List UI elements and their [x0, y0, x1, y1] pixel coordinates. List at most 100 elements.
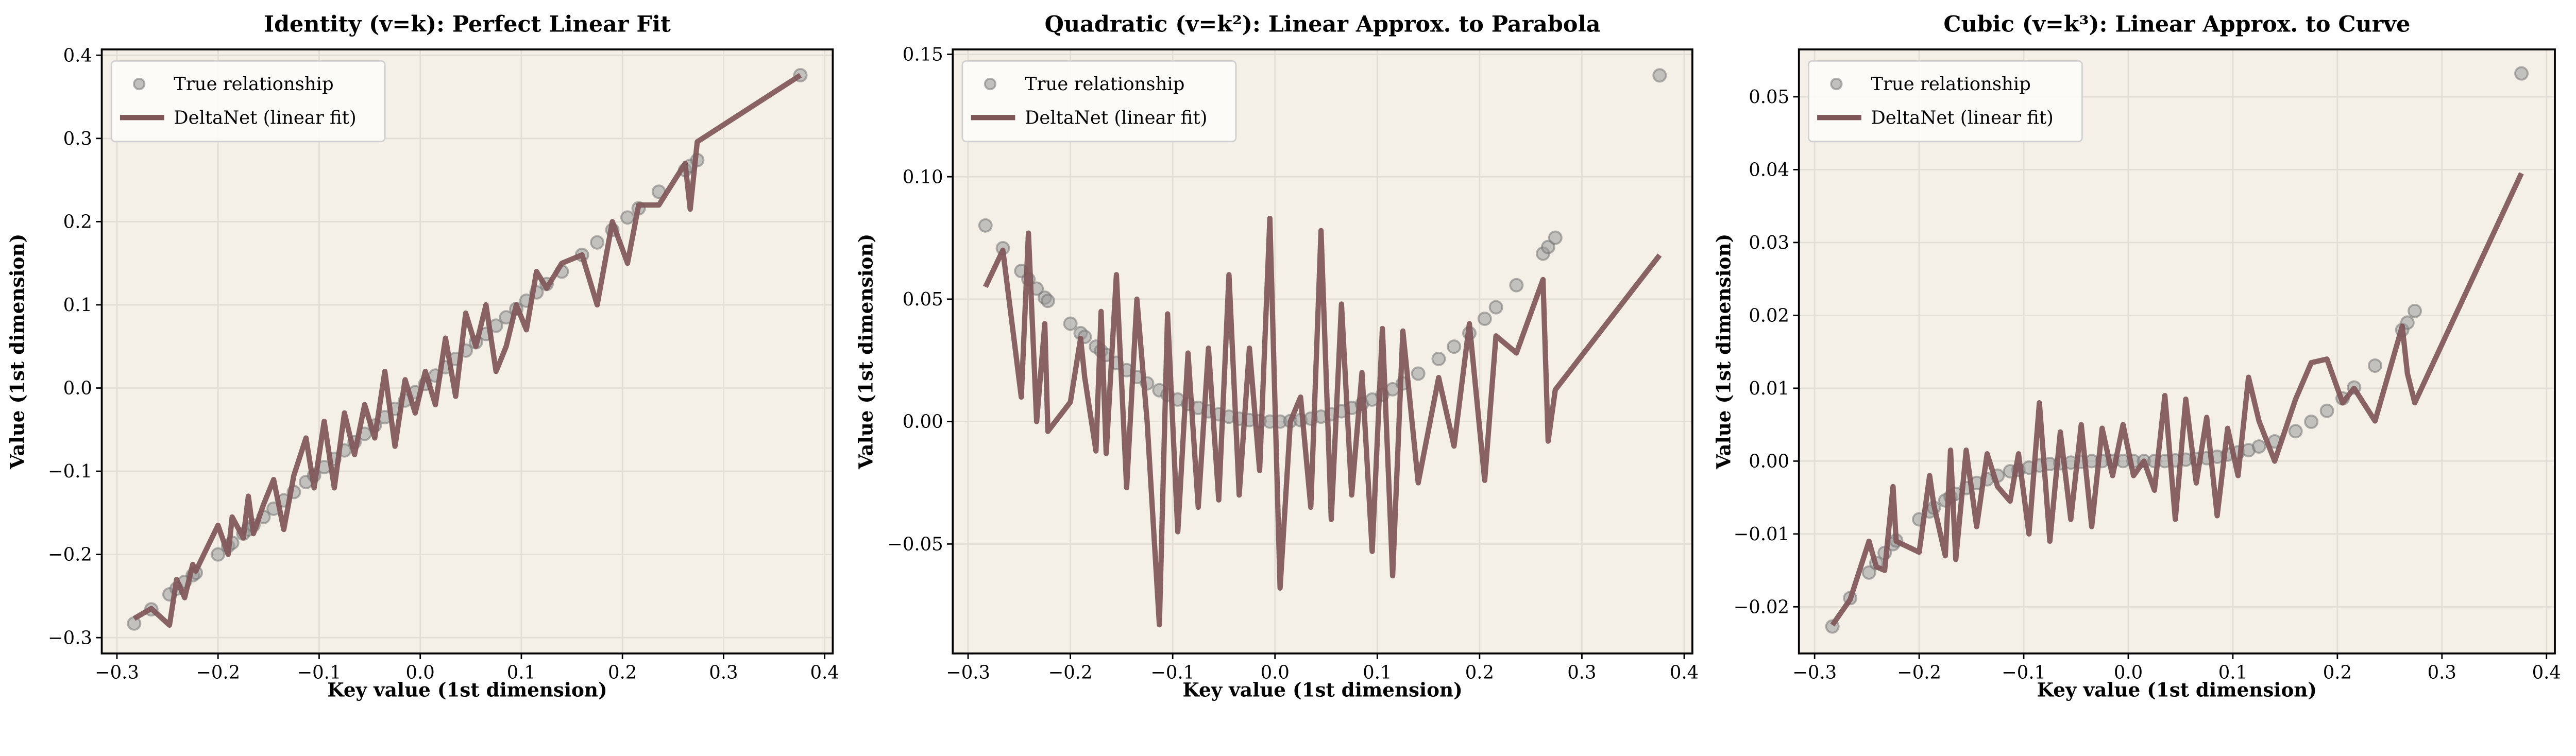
true-relationship-point — [2251, 439, 2266, 454]
legend-label-deltanet: DeltaNet (linear fit) — [1025, 107, 1207, 128]
x-tick-label: −0.1 — [1150, 662, 1195, 683]
deltanet-line — [983, 215, 1662, 628]
true-relationship-point — [2319, 403, 2334, 418]
y-tick-label: −0.01 — [1734, 524, 1789, 545]
y-axis-label: Value (1st dimension) — [6, 234, 29, 470]
legend-box — [110, 60, 386, 143]
x-tick-label: −0.2 — [1897, 662, 1941, 683]
true-relationship-point — [2304, 414, 2319, 429]
true-relationship-point — [1477, 311, 1492, 326]
y-tick-label: 0.05 — [903, 289, 943, 310]
y-tick-label: −0.2 — [48, 544, 92, 565]
x-tick-label: −0.3 — [95, 662, 139, 683]
x-tick-label: 0.1 — [2218, 662, 2247, 683]
x-tick-label: 0.4 — [1670, 662, 1699, 683]
x-tick-label: 0.2 — [2323, 662, 2352, 683]
legend: True relationship DeltaNet (linear fit) — [1807, 60, 2083, 143]
legend-label-true: True relationship — [1871, 74, 2030, 95]
y-axis-label: Value (1st dimension) — [1712, 234, 1735, 470]
x-tick-label: 0.0 — [1261, 662, 1290, 683]
y-tick-label: 0.4 — [63, 45, 92, 66]
x-tick-label: 0.3 — [2428, 662, 2456, 683]
x-axis-label: Key value (1st dimension) — [2037, 679, 2317, 701]
plot-area — [1799, 49, 2555, 654]
axes-frame — [100, 48, 834, 655]
true-relationship-point — [1861, 565, 1876, 580]
true-relationship-point — [1652, 68, 1667, 83]
y-tick-label: 0.15 — [903, 44, 943, 65]
figure: −0.3 −0.2 −0.1 0.0 0.1 0.2 0.3 0.4 −0.3 −0.2 −0.1 0… — [6, 11, 2561, 701]
y-tick-label: 0.2 — [63, 211, 92, 232]
legend: True relationship DeltaNet (linear fit) — [110, 60, 386, 143]
chart-panel-1: −0.3 −0.2 −0.1 0.0 0.1 0.2 0.3 0.4 −0.3 −0.2 −0.1 0… — [6, 11, 839, 701]
true-relationship-point — [620, 210, 635, 225]
true-relationship-point — [2514, 66, 2529, 81]
true-relationship-point — [1411, 366, 1426, 381]
true-relationship-point — [211, 547, 226, 562]
x-tick-label: 0.2 — [608, 662, 637, 683]
true-relationship-point — [1548, 230, 1563, 245]
legend-box — [1807, 60, 2083, 143]
y-tick-label: −0.05 — [887, 534, 943, 555]
chart-title: Quadratic (v=k²): Linear Approx. to Para… — [1045, 11, 1601, 37]
y-tick-label: 0.02 — [1749, 305, 1789, 326]
y-tick-label: 0.00 — [903, 411, 943, 433]
true-relationship-point — [1040, 294, 1055, 308]
y-tick-label: 0.04 — [1749, 160, 1789, 181]
true-relationship-point — [2408, 303, 2422, 318]
x-tick-label: 0.2 — [1465, 662, 1494, 683]
y-tick-label: 0.3 — [63, 128, 92, 149]
axes-frame — [1798, 48, 2556, 655]
true-relationship-point — [1488, 300, 1503, 315]
x-tick-label: −0.3 — [1792, 662, 1837, 683]
legend-label-deltanet: DeltaNet (linear fit) — [174, 107, 356, 128]
y-tick-label: 0.00 — [1749, 451, 1789, 472]
y-axis-label: Value (1st dimension) — [855, 234, 877, 470]
legend-box — [961, 60, 1237, 143]
legend-scatter-marker — [1830, 77, 1843, 91]
true-relationship-point — [590, 235, 605, 250]
x-tick-label: −0.3 — [946, 662, 990, 683]
x-tick-label: 0.0 — [406, 662, 435, 683]
chart-title: Cubic (v=k³): Linear Approx. to Curve — [1943, 11, 2410, 37]
x-tick-label: 0.4 — [2532, 662, 2561, 683]
x-tick-label: 0.0 — [2114, 662, 2143, 683]
deltanet-line — [1830, 172, 2524, 627]
true-relationship-point — [127, 616, 142, 631]
legend-label-deltanet: DeltaNet (linear fit) — [1871, 107, 2053, 128]
x-tick-label: 0.4 — [810, 662, 839, 683]
y-tick-label: 0.0 — [63, 378, 92, 399]
legend-scatter-marker — [133, 77, 146, 91]
deltanet-line — [132, 73, 802, 628]
y-tick-label: −0.02 — [1734, 596, 1789, 617]
x-tick-label: −0.1 — [297, 662, 341, 683]
y-tick-label: 0.01 — [1749, 378, 1789, 399]
true-relationship-point — [1063, 316, 1078, 331]
x-axis-label: Key value (1st dimension) — [327, 679, 607, 701]
x-tick-label: −0.2 — [1048, 662, 1093, 683]
x-tick-label: 0.3 — [1567, 662, 1596, 683]
true-relationship-point — [1431, 351, 1446, 366]
y-tick-label: 0.10 — [903, 166, 943, 187]
chart-panel-2: −0.3 −0.2 −0.1 0.0 0.1 0.2 0.3 0.4 −0.05 0.00 0.05… — [855, 11, 1699, 701]
y-tick-label: 0.05 — [1749, 87, 1789, 108]
true-relationship-point — [978, 218, 993, 233]
y-tick-label: 0.1 — [63, 295, 92, 316]
legend-label-true: True relationship — [174, 74, 333, 95]
true-relationship-point — [1509, 278, 1524, 293]
x-tick-label: −0.1 — [2002, 662, 2046, 683]
x-tick-label: 0.3 — [709, 662, 738, 683]
y-tick-label: −0.3 — [48, 627, 92, 648]
legend-scatter-marker — [984, 77, 997, 91]
chart-title: Identity (v=k): Perfect Linear Fit — [264, 11, 671, 37]
legend: True relationship DeltaNet (linear fit) — [961, 60, 1237, 143]
true-relationship-point — [1540, 239, 1555, 254]
true-relationship-point — [2288, 424, 2303, 439]
chart-panel-3: −0.3 −0.2 −0.1 0.0 0.1 0.2 0.3 0.4 −0.02 −0.01 0.0… — [1712, 11, 2561, 701]
axes-frame — [952, 48, 1693, 655]
x-tick-label: 0.1 — [1363, 662, 1392, 683]
true-relationship-point — [2367, 358, 2382, 373]
y-tick-label: 0.03 — [1749, 232, 1789, 253]
y-tick-label: −0.1 — [48, 461, 92, 482]
legend-label-true: True relationship — [1025, 74, 1184, 95]
